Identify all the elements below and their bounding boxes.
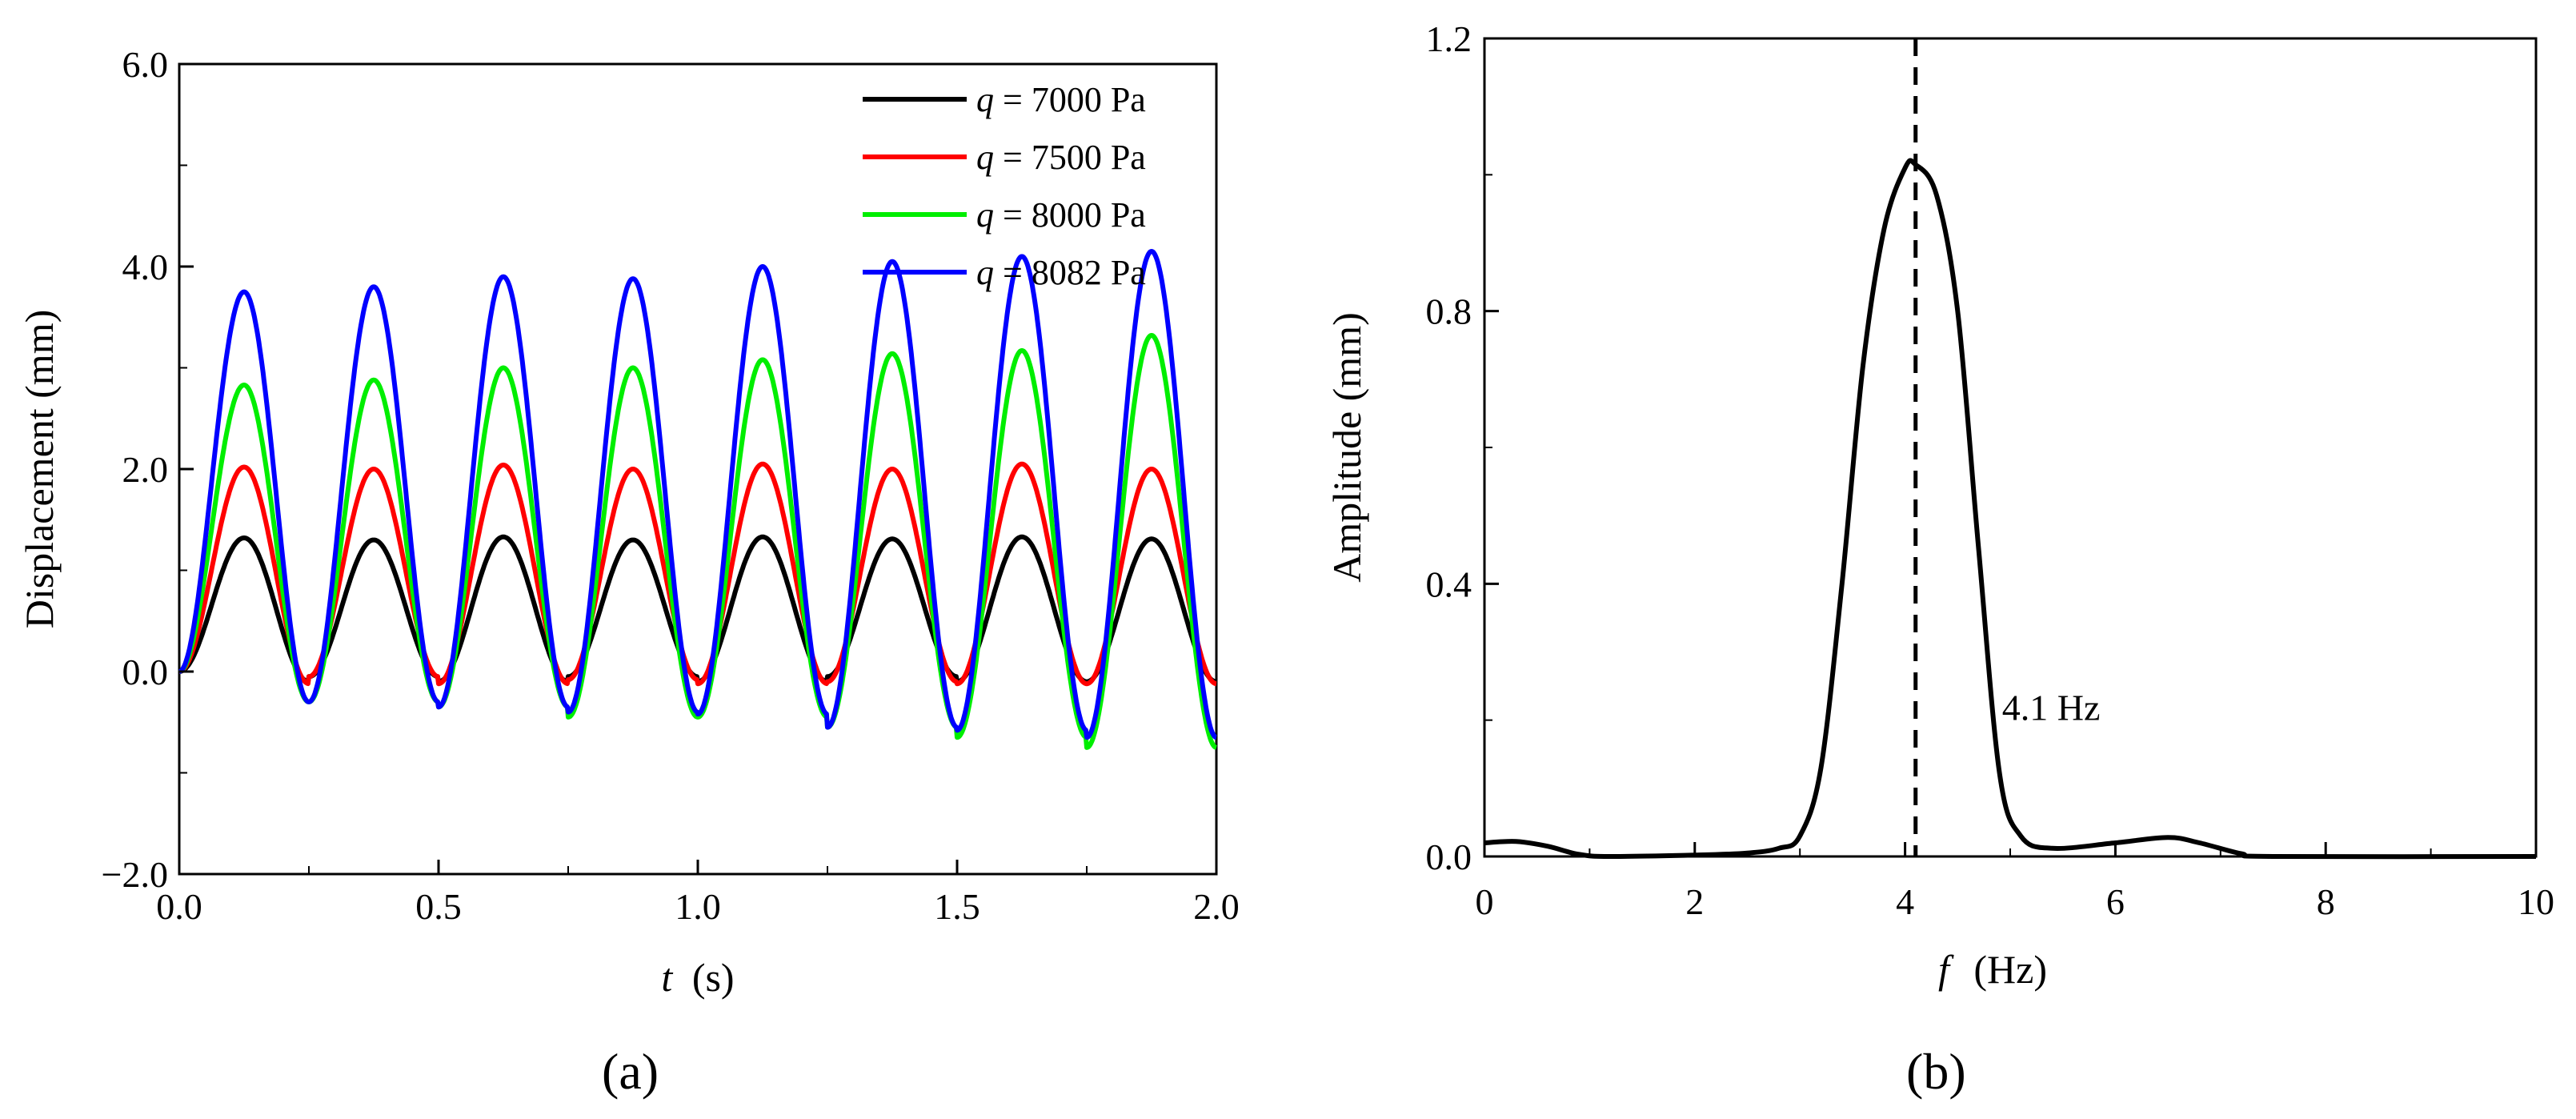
- y-tick-label: 4.0: [122, 247, 169, 287]
- legend-entry: q = 8082 Pa: [976, 253, 1146, 292]
- y-tick-label-b: 0.8: [1426, 291, 1472, 332]
- x-tick-label: 0.5: [415, 886, 462, 927]
- plot-area-frame: [178, 62, 1218, 876]
- legend: q = 7000 Paq = 7500 Paq = 8000 Paq = 808…: [863, 80, 1146, 292]
- legend-variable: q: [976, 195, 994, 235]
- y-tick-label: 6.0: [122, 44, 169, 85]
- legend-variable: q: [976, 138, 994, 177]
- x-tick-label: 2.0: [1193, 886, 1240, 927]
- x-tick-label: 1.5: [934, 886, 980, 927]
- x-tick-label-b: 6: [2106, 881, 2125, 922]
- legend-entry: q = 7000 Pa: [976, 80, 1146, 119]
- y-tick-label: −2.0: [102, 854, 168, 895]
- peak-frequency-annotation: 4.1 Hz: [2002, 688, 2101, 728]
- x-tick-label: 0.0: [156, 886, 202, 927]
- x-axis-variable: t: [661, 955, 673, 1000]
- legend-value: = 8000 Pa: [994, 195, 1146, 235]
- legend-value: = 7500 Pa: [994, 138, 1146, 177]
- y-axis-ticks: −2.0 0.0 2.0 4.0 6.0: [102, 44, 194, 895]
- series-lines: [178, 249, 1218, 750]
- x-axis-ticks-b: 0 2 4 6 8 10: [1476, 842, 2554, 922]
- y-axis-title-b: Amplitude (mm): [1324, 312, 1369, 582]
- legend-value: = 7000 Pa: [994, 80, 1146, 119]
- legend-variable: q: [976, 80, 994, 119]
- x-tick-label: 1.0: [675, 886, 721, 927]
- y-tick-label-b: 0.0: [1426, 836, 1472, 877]
- spectrum-curve: [1484, 158, 2537, 860]
- series-line-1: [178, 461, 1218, 687]
- x-tick-label-b: 8: [2317, 881, 2335, 922]
- x-axis-unit-b: (Hz): [1973, 947, 2047, 992]
- panel-label-b: (b): [1906, 1043, 1966, 1100]
- x-tick-label-b: 2: [1685, 881, 1704, 922]
- x-tick-label-b: 10: [2518, 881, 2554, 922]
- y-tick-label: 2.0: [122, 449, 169, 490]
- legend-value: = 8082 Pa: [994, 253, 1146, 292]
- legend-entry: q = 8000 Pa: [976, 195, 1146, 235]
- legend-entry: q = 7500 Pa: [976, 138, 1146, 177]
- y-axis-title: Displacement (mm): [17, 310, 62, 629]
- series-line-3: [178, 249, 1218, 740]
- x-tick-label-b: 0: [1476, 881, 1494, 922]
- x-axis-variable-b: f: [1938, 947, 1954, 992]
- x-axis-ticks: 0.0 0.5 1.0 1.5 2.0: [156, 860, 1240, 927]
- series-line-2: [178, 333, 1218, 750]
- x-axis-unit: (s): [692, 955, 735, 1000]
- plot-area-frame-b: [1483, 37, 2538, 858]
- spectrum-line: [1484, 158, 2537, 860]
- panel-b-amplitude-chart: 0 2 4 6 8 10 0.0 0.4 0.8 1.2 4.1 Hz Amplitude (m…: [1324, 18, 2554, 1100]
- y-tick-label-b: 1.2: [1426, 18, 1472, 59]
- legend-variable: q: [976, 253, 994, 292]
- panel-label-a: (a): [602, 1043, 659, 1100]
- y-tick-label: 0.0: [122, 652, 169, 692]
- x-axis-title: t (s): [661, 955, 734, 1000]
- y-tick-label-b: 0.4: [1426, 564, 1472, 604]
- x-axis-title-b: f (Hz): [1938, 947, 2047, 992]
- panel-a-displacement-chart: 0.0 0.5 1.0 1.5 2.0 −2.00.02.04.06.0 q = 700…: [17, 44, 1240, 1100]
- x-tick-label-b: 4: [1896, 881, 1914, 922]
- y-axis-ticks-b: 0.0 0.4 0.8 1.2: [1426, 18, 1499, 877]
